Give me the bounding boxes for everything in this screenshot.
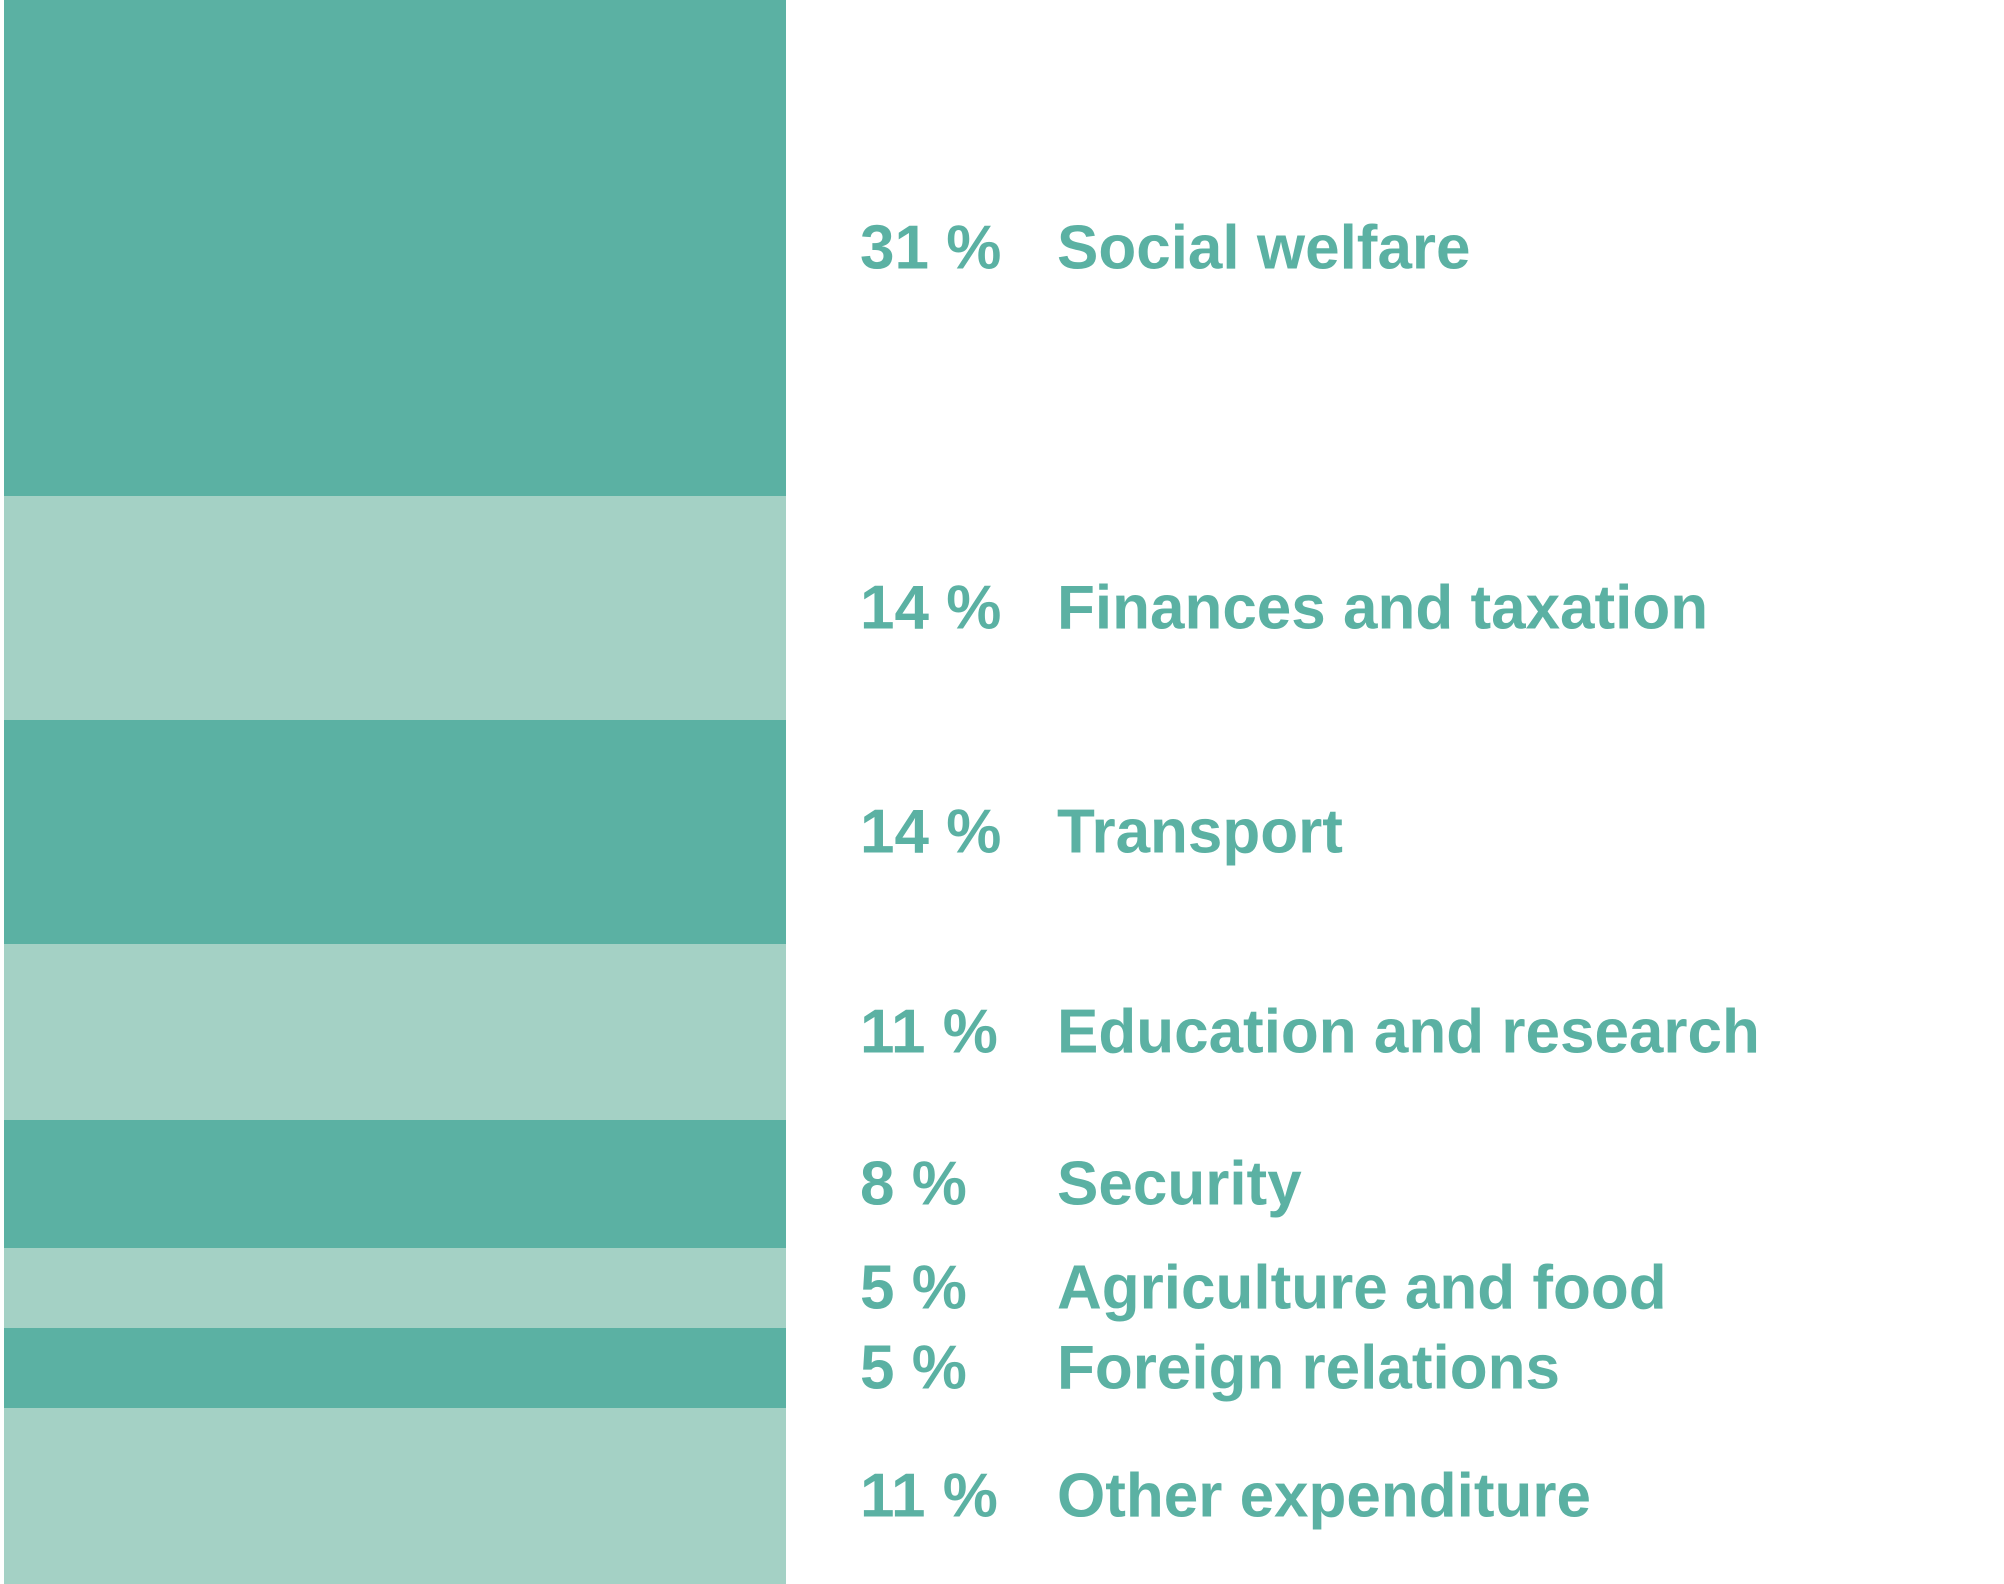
segment-agriculture-and-food: [4, 1248, 786, 1328]
segment-other-expenditure: [4, 1408, 786, 1584]
value-label-other-expenditure: 11 %: [860, 1462, 998, 1531]
value-label-finances-and-taxation: 14 %: [860, 574, 1001, 643]
segment-security: [4, 1120, 786, 1248]
category-label-education-and-research: Education and research: [1057, 998, 1760, 1067]
value-label-foreign-relations: 5 %: [860, 1334, 967, 1403]
value-label-education-and-research: 11 %: [860, 998, 998, 1067]
category-label-foreign-relations: Foreign relations: [1057, 1334, 1560, 1403]
segment-foreign-relations: [4, 1328, 786, 1408]
value-label-transport: 14 %: [860, 798, 1001, 867]
value-label-security: 8 %: [860, 1150, 967, 1219]
value-label-agriculture-and-food: 5 %: [860, 1254, 967, 1323]
value-label-social-welfare: 31 %: [860, 214, 1001, 283]
category-label-finances-and-taxation: Finances and taxation: [1057, 574, 1708, 643]
category-label-agriculture-and-food: Agriculture and food: [1057, 1254, 1667, 1323]
segment-education-and-research: [4, 944, 786, 1120]
segment-transport: [4, 720, 786, 944]
segment-finances-and-taxation: [4, 496, 786, 720]
category-label-social-welfare: Social welfare: [1057, 214, 1471, 283]
segment-social-welfare: [4, 0, 786, 496]
category-label-transport: Transport: [1057, 798, 1343, 867]
category-label-other-expenditure: Other expenditure: [1057, 1462, 1591, 1531]
category-label-security: Security: [1057, 1150, 1302, 1219]
